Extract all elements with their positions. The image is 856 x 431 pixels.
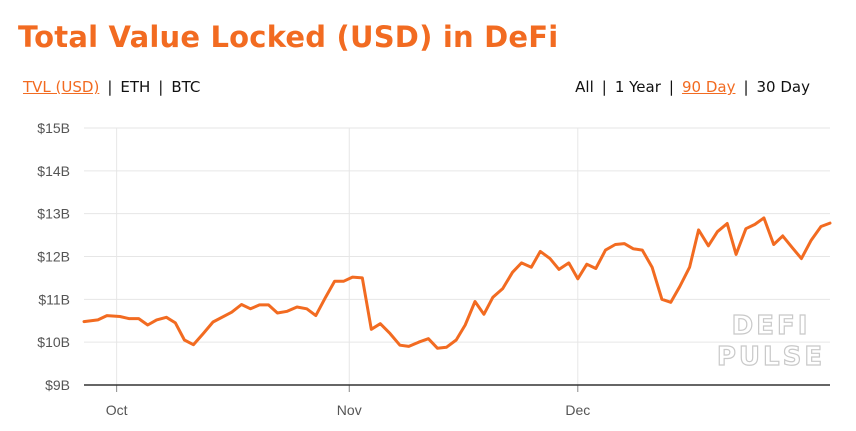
range-option-1-year[interactable]: 1 Year	[614, 78, 661, 96]
y-tick-label: $15B	[37, 120, 70, 136]
unit-option-btc[interactable]: BTC	[171, 78, 201, 96]
range-option-30-day[interactable]: 30 Day	[756, 78, 810, 96]
separator: |	[743, 78, 749, 96]
unit-selector: TVL (USD) | ETH | BTC	[23, 78, 200, 96]
y-tick-label: $9B	[45, 377, 70, 393]
range-selector: All | 1 Year | 90 Day | 30 Day	[575, 78, 810, 96]
grid-lines	[84, 127, 830, 385]
unit-option-eth[interactable]: ETH	[120, 78, 151, 96]
separator: |	[601, 78, 607, 96]
series-group	[82, 216, 832, 350]
watermark-line-1: DEFI	[732, 311, 811, 341]
unit-option-tvl-usd[interactable]: TVL (USD)	[23, 78, 100, 96]
range-option-all[interactable]: All	[575, 78, 594, 96]
separator: |	[158, 78, 164, 96]
x-tick-label: Oct	[106, 402, 128, 418]
tvl-series-line	[82, 216, 832, 350]
separator: |	[107, 78, 113, 96]
range-option-90-day[interactable]: 90 Day	[681, 78, 736, 96]
x-tick-label: Nov	[337, 402, 362, 418]
y-axis: $9B $10B $11B $12B $13B $14B $15B	[37, 120, 70, 393]
watermark-line-2: PULSE	[717, 342, 825, 372]
x-tick-label: Dec	[565, 402, 590, 418]
separator: |	[668, 78, 674, 96]
y-tick-label: $12B	[37, 249, 70, 265]
x-axis: Oct Nov Dec	[84, 384, 830, 418]
y-tick-label: $14B	[37, 163, 70, 179]
y-tick-label: $13B	[37, 206, 70, 222]
y-tick-label: $11B	[38, 291, 70, 307]
y-tick-label: $10B	[37, 334, 70, 350]
chart-title: Total Value Locked (USD) in DeFi	[18, 20, 559, 54]
